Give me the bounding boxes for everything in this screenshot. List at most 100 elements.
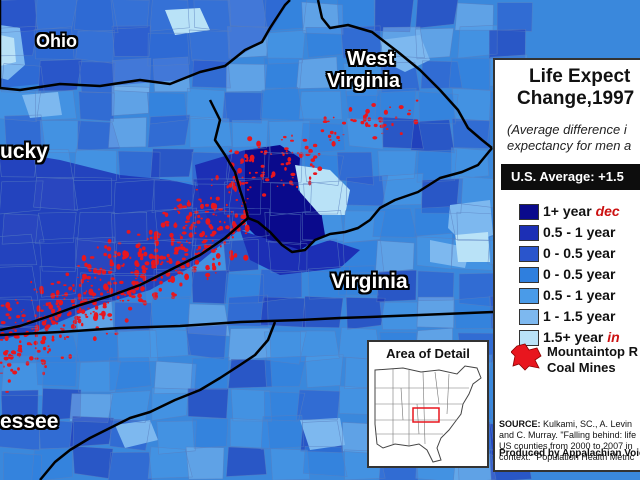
- county: [0, 416, 40, 451]
- mine-site: [173, 223, 178, 228]
- mine-site: [284, 147, 289, 151]
- mine-site: [87, 280, 89, 283]
- mine-site: [50, 282, 55, 285]
- mine-site: [8, 316, 12, 320]
- mine-site: [196, 248, 199, 251]
- county: [455, 2, 494, 31]
- mine-site: [186, 277, 190, 279]
- mine-site: [129, 256, 132, 260]
- mine-site: [123, 293, 127, 296]
- mine-site: [296, 185, 299, 189]
- mine-site: [77, 316, 81, 319]
- mines-legend-line2: Coal Mines: [547, 360, 616, 375]
- mine-site: [188, 232, 194, 238]
- tn-northern-border: [0, 310, 494, 337]
- mine-site: [81, 254, 87, 262]
- mine-site: [161, 261, 164, 264]
- mine-site: [398, 105, 404, 110]
- mine-site: [58, 299, 64, 306]
- mine-site: [7, 379, 11, 383]
- mine-site: [17, 367, 20, 371]
- county: [414, 206, 456, 239]
- mine-site: [116, 295, 120, 300]
- county-outline: [302, 295, 344, 328]
- county-outline: [0, 25, 38, 57]
- county-outline: [151, 179, 197, 213]
- legend-item-value: 0 - 0.5 year: [543, 245, 616, 261]
- mine-site: [407, 112, 411, 116]
- mine-site: [352, 119, 357, 123]
- legend-title: Life Expect Change,1997: [507, 66, 640, 110]
- mine-site: [45, 302, 49, 307]
- mine-site: [186, 262, 190, 268]
- county-outline: [298, 90, 343, 120]
- county: [299, 91, 343, 120]
- mine-site: [244, 181, 249, 184]
- mine-site: [254, 171, 258, 174]
- county: [151, 387, 189, 421]
- county: [108, 452, 152, 480]
- mine-site: [262, 193, 267, 197]
- mine-site: [48, 304, 53, 310]
- mine-site: [5, 313, 10, 317]
- mine-site: [215, 175, 219, 181]
- mine-site: [141, 265, 146, 270]
- mine-site: [209, 196, 213, 200]
- mine-site: [106, 246, 112, 252]
- mine-site: [365, 108, 370, 114]
- county-outline: [0, 296, 39, 329]
- mine-site: [163, 256, 167, 260]
- county: [147, 114, 190, 148]
- mine-site: [160, 275, 163, 279]
- county-outline: [189, 116, 233, 148]
- mine-site: [65, 272, 70, 277]
- mine-site: [386, 128, 389, 130]
- mine-site: [360, 120, 365, 125]
- mine-site: [164, 212, 169, 218]
- mine-site: [70, 299, 75, 304]
- county-outline: [191, 210, 234, 246]
- mine-site: [229, 254, 235, 261]
- county: [191, 270, 230, 304]
- mine-site: [66, 335, 70, 339]
- legend-subtitle: (Average difference i expectancy for men…: [507, 122, 631, 154]
- legend-item-value: 1 - 1.5 year: [543, 308, 616, 324]
- mine-site: [127, 299, 130, 302]
- county-outline: [109, 418, 151, 451]
- county: [374, 0, 414, 32]
- mine-site: [64, 336, 66, 339]
- county-outline: [374, 87, 417, 121]
- mine-site: [160, 222, 166, 228]
- mine-site: [50, 292, 56, 299]
- county-outline: [421, 178, 464, 214]
- mine-site: [7, 307, 12, 312]
- county: [457, 25, 498, 59]
- mine-site: [46, 324, 51, 328]
- mine-site: [116, 263, 121, 270]
- county-outline: [415, 27, 454, 60]
- mine-site: [211, 249, 216, 253]
- county-outline: [192, 178, 234, 212]
- mine-site: [3, 356, 9, 361]
- mine-site: [329, 130, 334, 135]
- mine-site: [194, 232, 197, 235]
- mine-site: [90, 284, 94, 287]
- county-outline: [301, 1, 344, 35]
- county-outline: [227, 327, 272, 361]
- county: [186, 88, 227, 121]
- mine-site: [234, 188, 237, 192]
- county-outline: [264, 355, 307, 387]
- county-outline: [153, 268, 195, 299]
- legend-item-label: 1+ year dec: [543, 202, 620, 220]
- county: [264, 391, 305, 422]
- mine-site: [186, 220, 190, 223]
- mine-site: [211, 239, 214, 242]
- mine-site: [212, 265, 217, 272]
- mine-site: [43, 346, 47, 351]
- county: [303, 446, 348, 477]
- mine-site: [184, 253, 189, 256]
- county-outline: [410, 119, 455, 154]
- county-outline: [190, 356, 230, 390]
- mine-site: [22, 309, 25, 311]
- mine-site: [389, 106, 392, 108]
